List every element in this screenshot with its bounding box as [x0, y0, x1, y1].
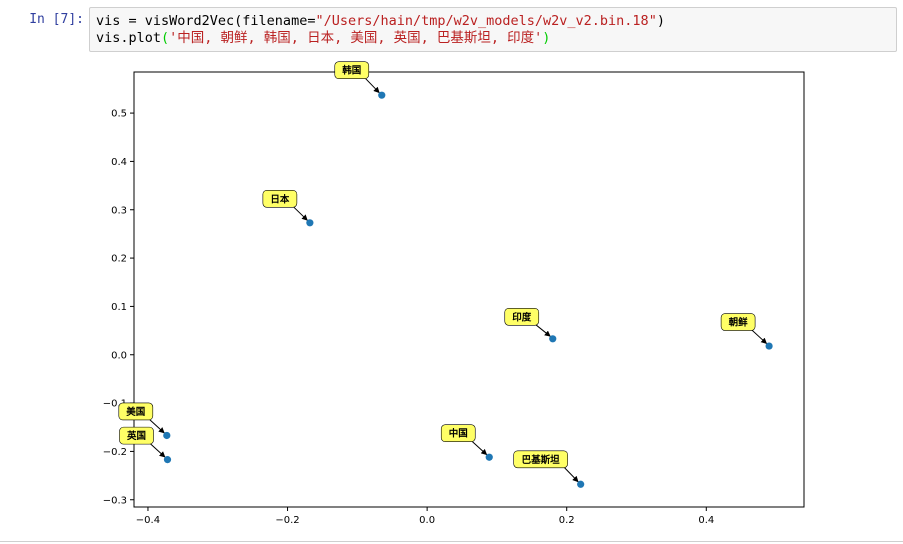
- y-tick-label: 0.0: [111, 350, 127, 361]
- annotation-box: [118, 402, 154, 421]
- annotation-box: [262, 190, 298, 208]
- code-line-1: vis = visWord2Vec(filename="/Users/hain/…: [96, 13, 665, 29]
- data-point: [163, 456, 172, 464]
- cell-prompt: In [7]:: [29, 12, 84, 27]
- data-point: [306, 219, 314, 227]
- y-tick-label: −0.2: [103, 447, 127, 458]
- y-tick-label: −0.3: [103, 495, 127, 506]
- annotation-label: 英国: [127, 430, 146, 442]
- annotation-box: [440, 424, 476, 443]
- data-point: [549, 335, 557, 343]
- plot-frame: [133, 71, 805, 508]
- data-point: [765, 342, 773, 350]
- y-tick-label: 0.3: [111, 205, 127, 216]
- data-point: [485, 453, 493, 461]
- annotation-label: 中国: [449, 428, 468, 440]
- scatter-chart: −0.4 −0.2 0.0 0.2 0.4 −0.3 −0.2 −0.1 0.0 0.1 0.2 0.…: [103, 61, 805, 526]
- annotation-label: 美国: [125, 406, 145, 418]
- y-tick-label: 0.2: [111, 254, 127, 265]
- annotation-box: [513, 450, 568, 469]
- annotation-box: [334, 61, 370, 79]
- y-tick-label: 0.5: [111, 109, 127, 120]
- annotation-box: [119, 426, 154, 445]
- annotation-box: [504, 308, 540, 326]
- x-tick-label: 0.0: [419, 515, 435, 526]
- annotation-label: 朝鲜: [729, 317, 749, 329]
- cell-output: −0.4 −0.2 0.0 0.2 0.4 −0.3 −0.2 −0.1 0.0 0.1 0.2 0.…: [89, 58, 897, 528]
- annotation-box: [720, 313, 756, 331]
- cell-divider: [0, 541, 903, 542]
- data-point: [378, 91, 386, 99]
- code-cell-input[interactable]: vis = visWord2Vec(filename="/Users/hain/…: [89, 7, 897, 52]
- annotation-label: 韩国: [342, 65, 361, 77]
- y-tick-label: 0.1: [111, 302, 127, 313]
- x-tick-label: 0.2: [559, 515, 575, 526]
- annotation-label: 印度: [512, 311, 532, 323]
- code-line-2: vis.plot('中国, 朝鲜, 韩国, 日本, 美国, 英国, 巴基斯坦, …: [96, 30, 551, 46]
- data-point: [577, 480, 585, 488]
- x-tick-label: −0.2: [275, 515, 299, 526]
- x-tick-label: −0.4: [136, 515, 160, 526]
- data-point: [163, 431, 171, 440]
- annotation-label: 巴基斯坦: [522, 454, 561, 466]
- y-tick-label: −0.1: [103, 399, 127, 410]
- x-tick-label: 0.4: [698, 515, 714, 526]
- annotation-label: 日本: [270, 193, 290, 205]
- y-tick-label: 0.4: [111, 157, 127, 168]
